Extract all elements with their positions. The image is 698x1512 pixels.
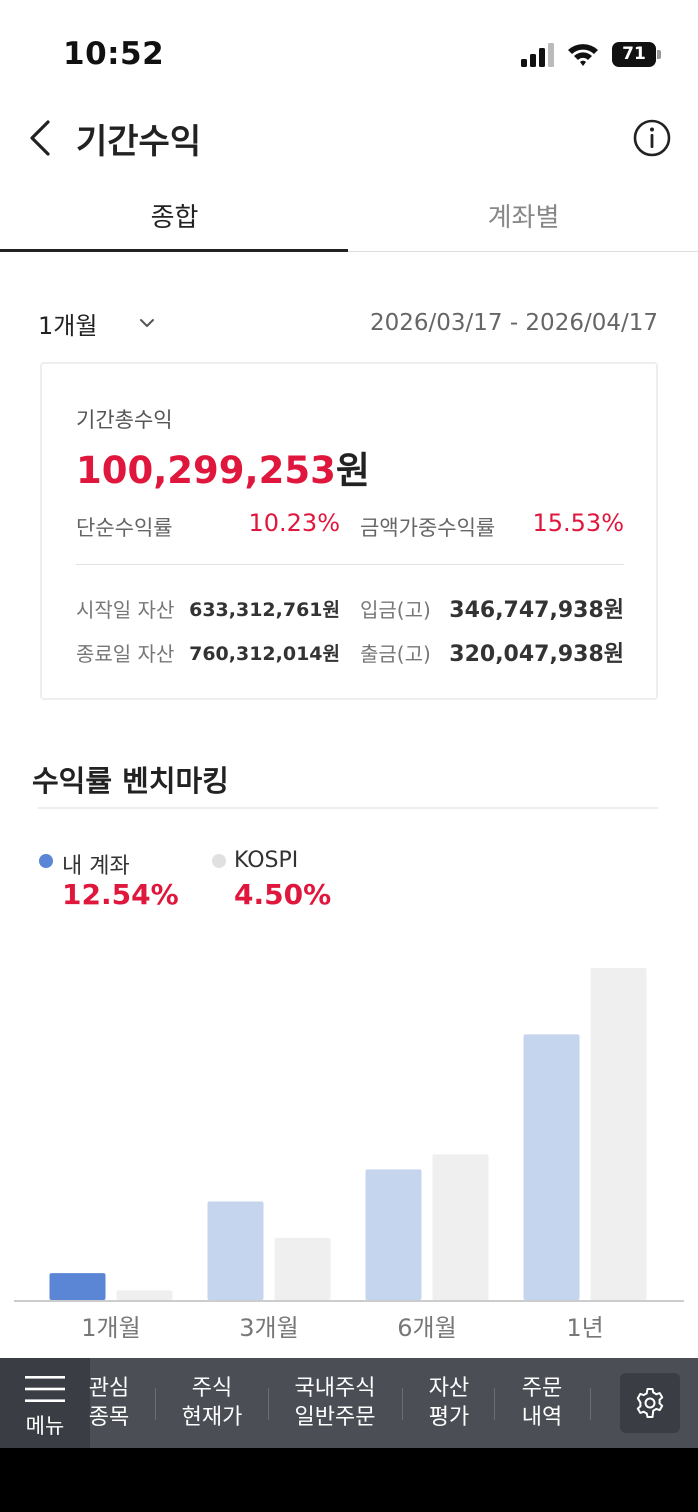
bar-kospi-4	[590, 968, 647, 1300]
x-axis-line	[14, 1300, 684, 1302]
total-profit-unit: 원	[335, 449, 370, 492]
x-tick-label: 1개월	[81, 1314, 140, 1342]
legend-value-my-account: 12.54%	[62, 878, 179, 911]
bottom-navigation: 메뉴 관심 종목 주식 현재가 국내주식 일반주문 자산 평가 주문 내역	[0, 1358, 698, 1448]
total-profit-value: 100,299,253원	[76, 440, 370, 494]
total-profit-amount: 100,299,253	[76, 449, 336, 492]
nav-separator	[590, 1388, 591, 1420]
benchmark-title: 수익률 벤치마킹	[32, 764, 229, 798]
tab-by-account[interactable]: 계좌별	[487, 203, 560, 233]
legend-value-kospi: 4.50%	[234, 878, 332, 911]
legend-dot-kospi	[212, 854, 226, 868]
simple-rate-value: 10.23%	[248, 509, 340, 537]
nav-separator	[268, 1388, 269, 1420]
menu-label: 메뉴	[25, 1414, 65, 1438]
bar-my-account-1	[49, 1273, 106, 1300]
tab-divider	[0, 251, 698, 252]
x-tick-label: 3개월	[239, 1314, 298, 1342]
x-tick-label: 6개월	[397, 1314, 456, 1342]
menu-button[interactable]: 메뉴	[0, 1358, 90, 1448]
bar-kospi-2	[274, 1237, 331, 1300]
withdraw-label: 출금(고)	[360, 642, 431, 666]
wifi-icon	[568, 44, 598, 66]
hamburger-icon	[25, 1376, 65, 1402]
weighted-rate-label: 금액가중수익률	[360, 516, 496, 540]
nav-separator	[402, 1388, 403, 1420]
benchmark-bar-chart: 1개월 3개월 6개월 1년	[14, 968, 684, 1342]
legend-dot-my-account	[39, 854, 53, 868]
nav-separator	[155, 1388, 156, 1420]
end-asset-value: 760,312,014원	[189, 643, 340, 665]
start-asset-label: 시작일 자산	[76, 598, 175, 622]
bar-my-account-4	[523, 1034, 580, 1300]
info-icon[interactable]	[632, 118, 672, 158]
simple-rate-label: 단순수익률	[76, 516, 173, 540]
active-tab-indicator	[0, 249, 348, 252]
gear-icon	[636, 1388, 664, 1418]
chevron-down-icon[interactable]	[138, 314, 156, 332]
date-range: 2026/03/17 - 2026/04/17	[369, 310, 658, 336]
period-dropdown[interactable]: 1개월	[38, 312, 98, 340]
summary-card: 기간총수익 100,299,253원 단순수익률 10.23% 금액가중수익률 …	[40, 362, 658, 700]
back-arrow-icon[interactable]	[24, 118, 58, 158]
withdraw-value: 320,047,938원	[449, 642, 624, 667]
battery-icon: 71	[612, 42, 656, 67]
nav-separator	[494, 1388, 495, 1420]
battery-nub	[657, 50, 661, 59]
x-tick-label: 1년	[566, 1314, 603, 1342]
page-title: 기간수익	[76, 122, 202, 162]
legend-name-kospi: KOSPI	[234, 848, 299, 873]
nav-watchlist[interactable]: 관심 종목	[88, 1376, 130, 1430]
cellular-signal-icon	[521, 43, 554, 67]
nav-order-history[interactable]: 주문 내역	[521, 1376, 563, 1430]
bar-kospi-1	[116, 1290, 173, 1300]
start-asset-value: 633,312,761원	[189, 599, 340, 621]
settings-button[interactable]	[620, 1373, 680, 1433]
end-asset-label: 종료일 자산	[76, 642, 175, 666]
total-profit-label: 기간총수익	[76, 408, 173, 432]
nav-stock-price[interactable]: 주식 현재가	[181, 1376, 243, 1430]
deposit-label: 입금(고)	[360, 598, 431, 622]
bar-my-account-2	[207, 1201, 264, 1300]
legend-name-my-account: 내 계좌	[62, 854, 130, 879]
card-divider	[76, 564, 624, 565]
tab-total[interactable]: 종합	[150, 203, 199, 233]
status-time: 10:52	[63, 36, 165, 72]
nav-domestic-order[interactable]: 국내주식 일반주문	[294, 1376, 376, 1430]
weighted-rate-value: 15.53%	[532, 509, 624, 537]
benchmark-divider	[38, 807, 658, 809]
bar-my-account-3	[365, 1169, 422, 1300]
deposit-value: 346,747,938원	[449, 598, 624, 623]
nav-asset-evaluation[interactable]: 자산 평가	[428, 1376, 470, 1430]
bar-kospi-3	[432, 1154, 489, 1300]
screen: 10:52 71 기간수익 종합 계좌별 1개월 2026/03/17 - 20…	[0, 0, 698, 1448]
